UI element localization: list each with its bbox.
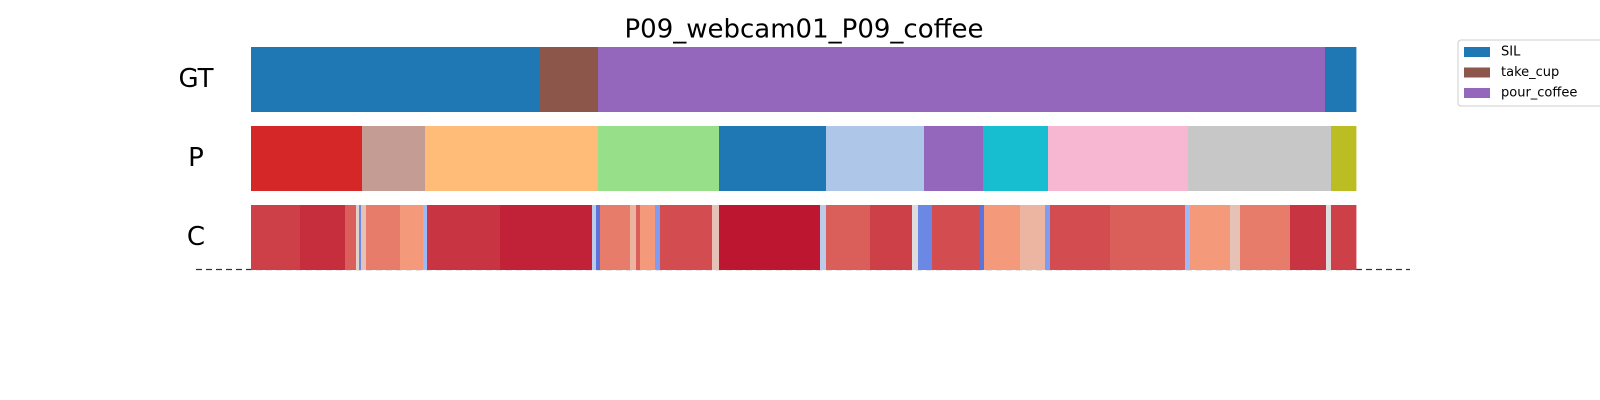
- confidence-cell: [1110, 205, 1186, 270]
- confidence-cell: [1230, 205, 1241, 270]
- confidence-cell: [826, 205, 871, 270]
- segment: [1188, 126, 1332, 191]
- confidence-cell: [345, 205, 357, 270]
- confidence-cell: [655, 205, 661, 270]
- confidence-cell: [596, 205, 601, 270]
- confidence-cell: [1290, 205, 1327, 270]
- confidence-cell: [640, 205, 656, 270]
- confidence-cell: [1331, 205, 1357, 270]
- chart-title: P09_webcam01_P09_coffee: [624, 15, 983, 45]
- segment: [924, 126, 984, 191]
- confidence-cell: [427, 205, 501, 270]
- segment: [826, 126, 925, 191]
- segment: [425, 126, 599, 191]
- legend-swatch: [1464, 47, 1490, 57]
- confidence-cell: [361, 205, 367, 270]
- row-label: C: [187, 222, 205, 252]
- segment: [1331, 126, 1357, 191]
- confidence-cell: [912, 205, 919, 270]
- segment: [719, 126, 827, 191]
- segment: [251, 47, 541, 112]
- legend-label: take_cup: [1501, 65, 1559, 80]
- confidence-cell: [500, 205, 593, 270]
- confidence-cell: [423, 205, 428, 270]
- confidence-cell: [984, 205, 1021, 270]
- confidence-cell: [1190, 205, 1231, 270]
- confidence-cell: [1326, 205, 1332, 270]
- confidence-cell: [820, 205, 827, 270]
- legend-swatch: [1464, 67, 1490, 78]
- segment: [362, 126, 426, 191]
- confidence-cell: [356, 205, 360, 270]
- confidence-cell: [870, 205, 913, 270]
- segment: [598, 126, 720, 191]
- row-label: GT: [178, 64, 213, 94]
- confidence-cell: [1050, 205, 1111, 270]
- confidence-cell: [1045, 205, 1051, 270]
- segment: [983, 126, 1049, 191]
- segment: [598, 47, 1326, 112]
- confidence-cell: [719, 205, 821, 270]
- legend-box: [1457, 39, 1600, 107]
- confidence-cell: [359, 205, 362, 270]
- segment: [540, 47, 599, 112]
- confidence-cell: [1240, 205, 1291, 270]
- confidence-cell: [300, 205, 346, 270]
- legend-swatch: [1464, 88, 1490, 98]
- confidence-cell: [660, 205, 713, 270]
- confidence-cell: [712, 205, 720, 270]
- confidence-cell: [1020, 205, 1046, 270]
- confidence-cell: [630, 205, 637, 270]
- confidence-cell: [636, 205, 641, 270]
- legend-label: pour_coffee: [1501, 86, 1577, 101]
- segment: [251, 126, 363, 191]
- confidence-cell: [366, 205, 401, 270]
- confidence-cell: [251, 205, 301, 270]
- segment: [1325, 47, 1357, 112]
- confidence-cell: [1185, 205, 1191, 270]
- row-label: P: [188, 143, 204, 173]
- confidence-cell: [600, 205, 631, 270]
- segment: [1048, 126, 1189, 191]
- confidence-cell: [918, 205, 933, 270]
- confidence-cell: [980, 205, 985, 270]
- confidence-cell: [932, 205, 981, 270]
- legend-label: SIL: [1501, 45, 1521, 60]
- confidence-cell: [400, 205, 424, 270]
- confidence-cell: [592, 205, 597, 270]
